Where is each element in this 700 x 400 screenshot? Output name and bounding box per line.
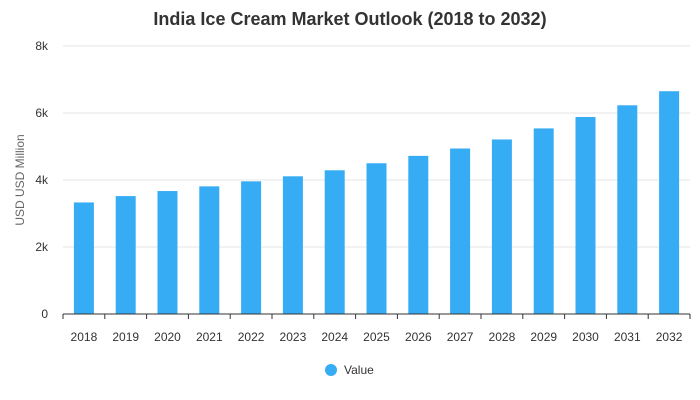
x-tick-label: 2027 [447,330,474,344]
x-axis-ticks: 2018 2019 2020 2021 2022 2023 2024 2025 2026 2027… [62,314,691,344]
y-tick-label: 6k [35,106,49,120]
bar-2023[interactable] [282,176,303,314]
x-tick-label: 2022 [238,330,265,344]
bar-2020[interactable] [157,191,178,314]
y-tick-label: 4k [35,173,49,187]
bar-2024[interactable] [324,170,345,314]
legend-label-value[interactable]: Value [344,363,374,377]
x-tick-label: 2028 [489,330,516,344]
x-tick-label: 2026 [405,330,432,344]
y-tick-label: 8k [35,39,49,53]
y-axis-label: USD USD Million [13,134,27,225]
x-tick-label: 2023 [280,330,307,344]
x-tick-label: 2021 [196,330,223,344]
bar-2022[interactable] [241,181,262,314]
bar-2027[interactable] [450,148,471,314]
legend[interactable]: Value [325,363,374,377]
bar-2032[interactable] [659,91,680,314]
bar-series [73,91,680,315]
x-tick-label: 2020 [154,330,181,344]
x-tick-label: 2032 [656,330,683,344]
bar-2028[interactable] [491,139,512,314]
bar-2019[interactable] [115,196,136,314]
y-axis-ticks: 0 2k 4k 6k 8k [35,39,49,321]
bar-2029[interactable] [533,128,554,314]
x-tick-label: 2024 [321,330,348,344]
x-tick-label: 2025 [363,330,390,344]
chart-title: India Ice Cream Market Outlook (2018 to … [153,9,546,29]
x-tick-label: 2029 [530,330,557,344]
bar-2026[interactable] [408,155,429,314]
bar-2030[interactable] [575,117,596,315]
bar-2025[interactable] [366,163,387,314]
y-tick-label: 0 [41,307,48,321]
x-tick-label: 2030 [572,330,599,344]
bar-2031[interactable] [617,105,638,314]
bar-2018[interactable] [73,202,94,314]
legend-swatch-value[interactable] [325,364,337,376]
bar-2021[interactable] [199,186,220,314]
x-tick-label: 2018 [71,330,98,344]
y-tick-label: 2k [35,240,49,254]
x-tick-label: 2019 [112,330,139,344]
x-tick-label: 2031 [614,330,641,344]
